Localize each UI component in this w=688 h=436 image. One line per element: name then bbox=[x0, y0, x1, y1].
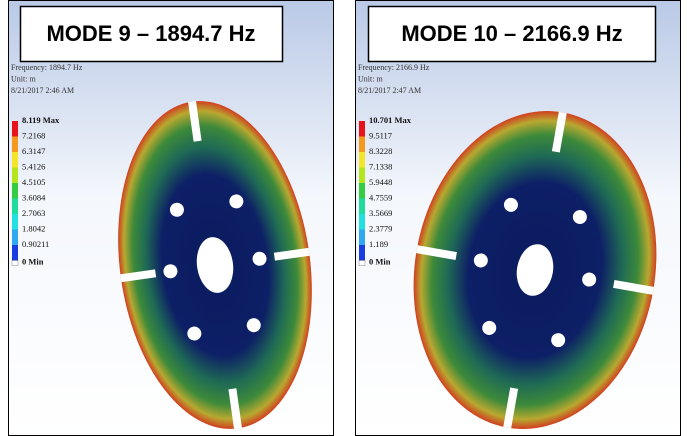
legend-label: 7.2168 bbox=[22, 130, 45, 140]
legend-swatch bbox=[359, 245, 365, 261]
legend-swatch bbox=[359, 199, 365, 215]
legend-label: 2.3779 bbox=[369, 223, 392, 233]
info-line: Frequency: 1894.7 Hz bbox=[11, 63, 83, 72]
legend-label: 1.189 bbox=[369, 239, 388, 249]
legend-label: 3.5669 bbox=[369, 208, 392, 218]
figure: MODE 9 – 1894.7 Hz Frequency: 1894.7 Hz Un… bbox=[0, 0, 688, 436]
info-line: Frequency: 2166.9 Hz bbox=[358, 63, 430, 72]
info-line: 8/21/2017 2:47 AM bbox=[358, 86, 421, 95]
legend-swatch bbox=[12, 183, 18, 199]
legend-swatch bbox=[359, 183, 365, 199]
legend-swatch bbox=[359, 261, 365, 266]
legend-label: 2.7063 bbox=[22, 208, 45, 218]
panel-header: MODE 9 – 1894.7 Hz bbox=[46, 21, 255, 46]
legend-swatch bbox=[12, 137, 18, 153]
panel-header: MODE 10 – 2166.9 Hz bbox=[401, 21, 622, 46]
legend-swatch bbox=[12, 152, 18, 168]
legend-label: 7.1338 bbox=[369, 161, 392, 171]
legend-swatch bbox=[12, 245, 18, 261]
info-line: Unit: m bbox=[11, 74, 36, 83]
legend-swatch bbox=[12, 168, 18, 184]
legend-label: 8.119 Max bbox=[22, 115, 60, 125]
legend-swatch bbox=[12, 121, 18, 137]
legend-label: 5.4126 bbox=[22, 161, 45, 171]
legend-swatch bbox=[359, 152, 365, 168]
legend-label: 1.8042 bbox=[22, 223, 45, 233]
legend-label: 4.7559 bbox=[369, 192, 392, 202]
legend-swatch bbox=[12, 214, 18, 230]
legend-swatch bbox=[359, 230, 365, 246]
legend-label: 9.5117 bbox=[369, 130, 392, 140]
legend-label: 0.90211 bbox=[22, 239, 49, 249]
legend-label: 5.9448 bbox=[369, 177, 392, 187]
legend-label: 4.5105 bbox=[22, 177, 45, 187]
legend-label: 6.3147 bbox=[22, 146, 45, 156]
legend-label: 0 Min bbox=[22, 256, 44, 266]
legend-label: 8.3228 bbox=[369, 146, 392, 156]
legend-label: 10.701 Max bbox=[369, 115, 412, 125]
legend-swatch bbox=[359, 137, 365, 153]
legend-swatch bbox=[359, 168, 365, 184]
legend-swatch bbox=[359, 214, 365, 230]
legend-swatch bbox=[12, 261, 18, 266]
legend-swatch bbox=[12, 199, 18, 215]
info-line: 8/21/2017 2:46 AM bbox=[11, 86, 74, 95]
legend-label: 3.6084 bbox=[22, 192, 46, 202]
info-line: Unit: m bbox=[358, 74, 383, 83]
legend-swatch bbox=[359, 121, 365, 137]
legend-swatch bbox=[12, 230, 18, 246]
legend-label: 0 Min bbox=[369, 256, 391, 266]
